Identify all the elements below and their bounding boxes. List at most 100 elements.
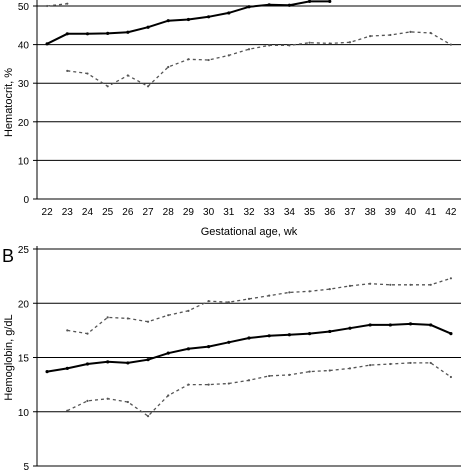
data-point bbox=[106, 31, 110, 36]
data-point bbox=[186, 347, 191, 351]
data-point bbox=[45, 4, 49, 8]
data-point bbox=[287, 3, 291, 7]
data-point bbox=[146, 320, 150, 323]
data-point bbox=[268, 374, 271, 378]
data-point bbox=[85, 32, 90, 36]
data-point bbox=[187, 383, 190, 386]
data-point bbox=[187, 309, 190, 312]
data-point bbox=[146, 414, 150, 418]
y-tick-label: 20 bbox=[18, 118, 30, 129]
x-tick-label: 28 bbox=[163, 207, 175, 218]
data-point bbox=[348, 326, 352, 330]
data-point bbox=[207, 383, 210, 386]
data-point bbox=[348, 284, 352, 287]
data-point bbox=[409, 283, 412, 286]
data-point bbox=[288, 44, 291, 47]
y-tick-label: 50 bbox=[18, 2, 30, 13]
data-point bbox=[268, 44, 271, 47]
data-point bbox=[409, 30, 412, 33]
data-point bbox=[389, 33, 392, 37]
data-point bbox=[328, 0, 332, 3]
data-point bbox=[308, 370, 311, 373]
data-point bbox=[126, 74, 129, 77]
data-point bbox=[106, 316, 109, 319]
data-point bbox=[308, 290, 311, 293]
series-3-dashed bbox=[45, 2, 69, 8]
panel-letter: B bbox=[2, 246, 14, 266]
data-point bbox=[308, 41, 311, 44]
series-line bbox=[67, 31, 452, 88]
x-tick-label: 42 bbox=[445, 207, 457, 218]
x-tick-label: 39 bbox=[385, 207, 397, 218]
data-point bbox=[66, 2, 69, 5]
data-point bbox=[429, 323, 433, 327]
data-point bbox=[166, 19, 170, 23]
y-tick-label: 20 bbox=[18, 299, 30, 310]
data-point bbox=[207, 299, 210, 303]
data-point bbox=[307, 332, 312, 336]
y-tick-label: 0 bbox=[23, 195, 29, 206]
data-point bbox=[288, 373, 291, 376]
data-point bbox=[146, 25, 150, 29]
y-axis-label: Hematocrit, % bbox=[3, 68, 15, 137]
series-line bbox=[67, 362, 452, 417]
x-tick-label: 34 bbox=[284, 207, 296, 218]
data-point bbox=[126, 361, 130, 365]
data-point bbox=[167, 65, 170, 69]
data-point bbox=[328, 288, 331, 291]
data-point bbox=[449, 277, 453, 280]
data-point bbox=[369, 35, 372, 38]
data-point bbox=[86, 332, 89, 335]
data-point bbox=[369, 282, 372, 285]
y-tick-label: 5 bbox=[23, 462, 29, 473]
data-point bbox=[449, 375, 453, 379]
data-point bbox=[167, 394, 170, 397]
data-point bbox=[66, 329, 69, 332]
data-point bbox=[268, 294, 271, 297]
data-point bbox=[227, 301, 230, 304]
x-tick-label: 24 bbox=[82, 207, 94, 218]
data-point bbox=[369, 363, 372, 367]
data-point bbox=[429, 283, 432, 286]
y-tick-label: 10 bbox=[18, 156, 30, 167]
x-tick-label: 37 bbox=[344, 207, 356, 218]
data-point bbox=[106, 397, 109, 400]
data-point bbox=[449, 43, 453, 46]
data-point bbox=[287, 333, 291, 337]
x-tick-label: 33 bbox=[264, 207, 276, 218]
data-point bbox=[166, 351, 170, 355]
data-point bbox=[247, 297, 251, 301]
y-tick-label: 15 bbox=[18, 354, 30, 365]
data-point bbox=[106, 85, 109, 88]
y-tick-label: 10 bbox=[18, 408, 30, 419]
data-point bbox=[187, 58, 190, 61]
panel-2: 5 10 15 20 25 Hemoglobin, g/dL B bbox=[2, 245, 461, 473]
data-point bbox=[328, 329, 332, 334]
data-point bbox=[86, 72, 89, 75]
data-point bbox=[146, 85, 150, 88]
data-point bbox=[65, 366, 69, 370]
x-tick-label: 36 bbox=[324, 207, 336, 218]
data-point bbox=[389, 362, 392, 366]
data-point bbox=[207, 15, 211, 19]
y-tick-label: 25 bbox=[18, 245, 30, 256]
data-point bbox=[207, 58, 210, 62]
data-point bbox=[66, 409, 69, 412]
data-point bbox=[126, 30, 130, 34]
data-point bbox=[368, 323, 372, 327]
panel-1: 0 10 20 30 40 50 22 23 24 25 26 27 28 29 30 31 32 33 34 35 3… bbox=[3, 0, 461, 238]
x-tick-label: 30 bbox=[203, 207, 215, 218]
data-point bbox=[227, 54, 230, 57]
data-point bbox=[186, 17, 191, 22]
x-tick-label: 38 bbox=[365, 207, 377, 218]
series-line bbox=[46, 0, 330, 45]
data-point bbox=[267, 3, 271, 7]
data-point bbox=[85, 362, 90, 366]
data-point bbox=[126, 400, 129, 404]
series-1-solid bbox=[45, 322, 453, 374]
data-point bbox=[348, 41, 352, 44]
data-point bbox=[227, 382, 230, 385]
series-line bbox=[67, 277, 452, 335]
y-tick-label: 40 bbox=[18, 41, 30, 52]
